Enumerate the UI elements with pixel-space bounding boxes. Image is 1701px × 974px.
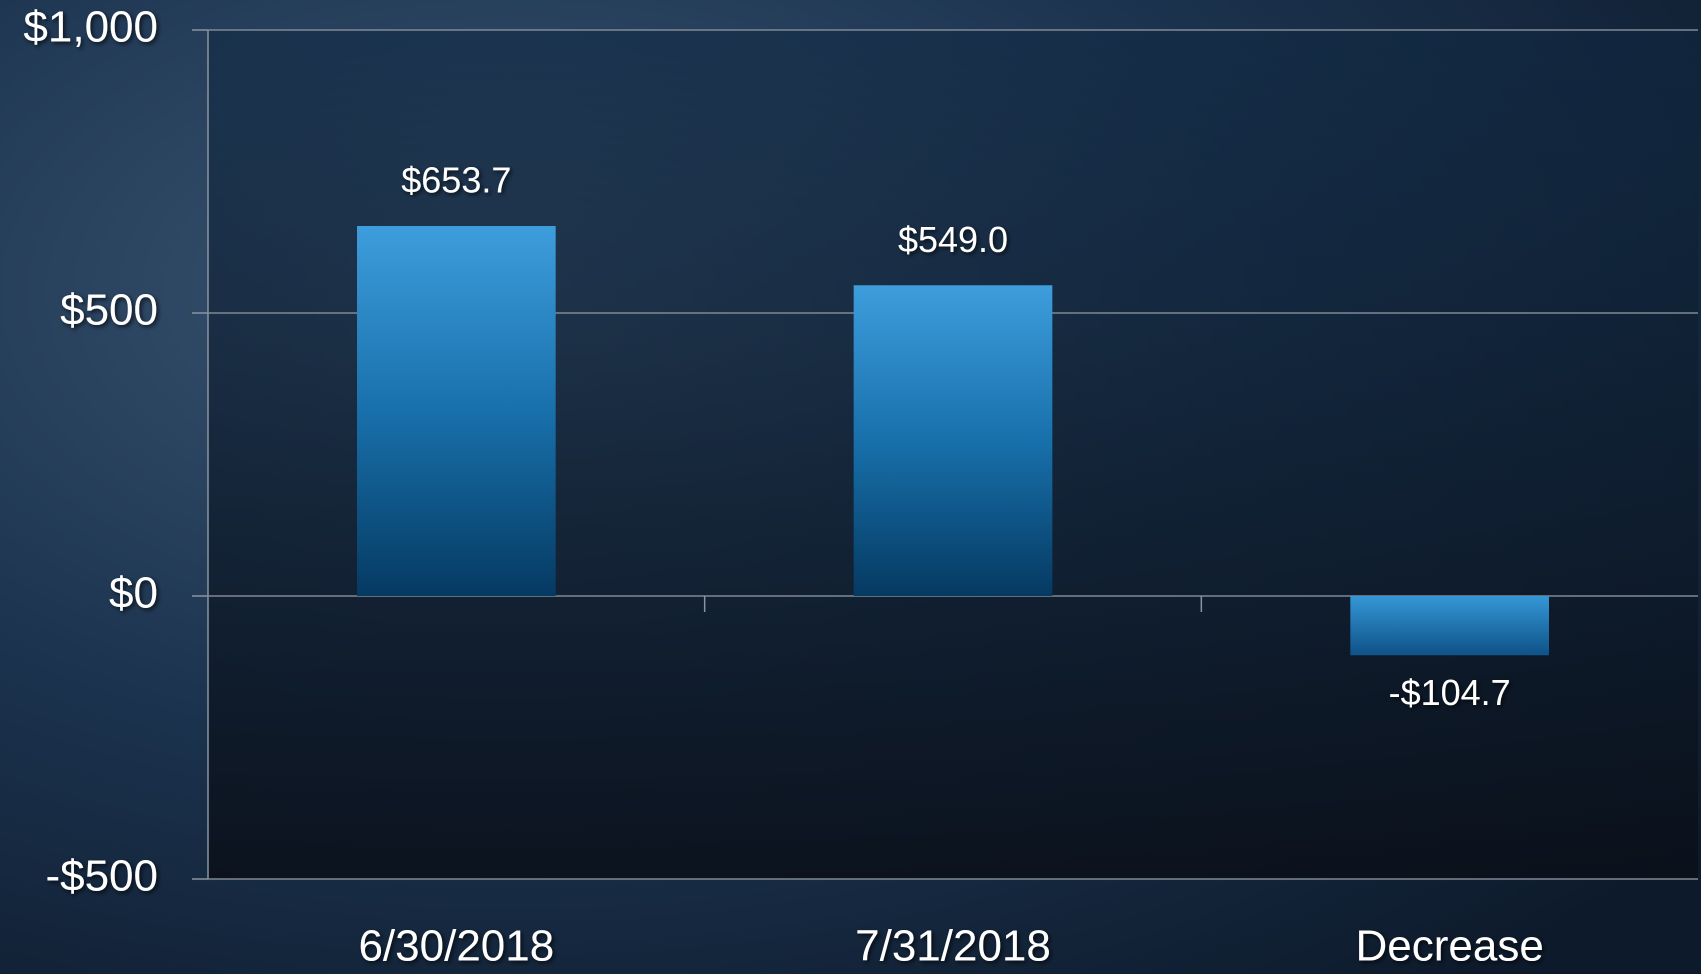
y-tick-label: $1,000	[23, 3, 158, 52]
bar	[357, 226, 556, 596]
y-tick-label: $0	[109, 569, 158, 618]
x-tick-label: 6/30/2018	[358, 922, 554, 971]
bar	[853, 285, 1053, 596]
data-label: -$104.7	[1389, 672, 1511, 713]
y-tick-label: -$500	[45, 852, 158, 901]
data-label: $549.0	[898, 219, 1008, 260]
bar	[1350, 596, 1549, 656]
x-tick-label: Decrease	[1356, 922, 1544, 971]
x-tick-label: 7/31/2018	[855, 922, 1051, 971]
y-tick-label: $500	[60, 286, 158, 335]
data-label: $653.7	[401, 160, 511, 201]
